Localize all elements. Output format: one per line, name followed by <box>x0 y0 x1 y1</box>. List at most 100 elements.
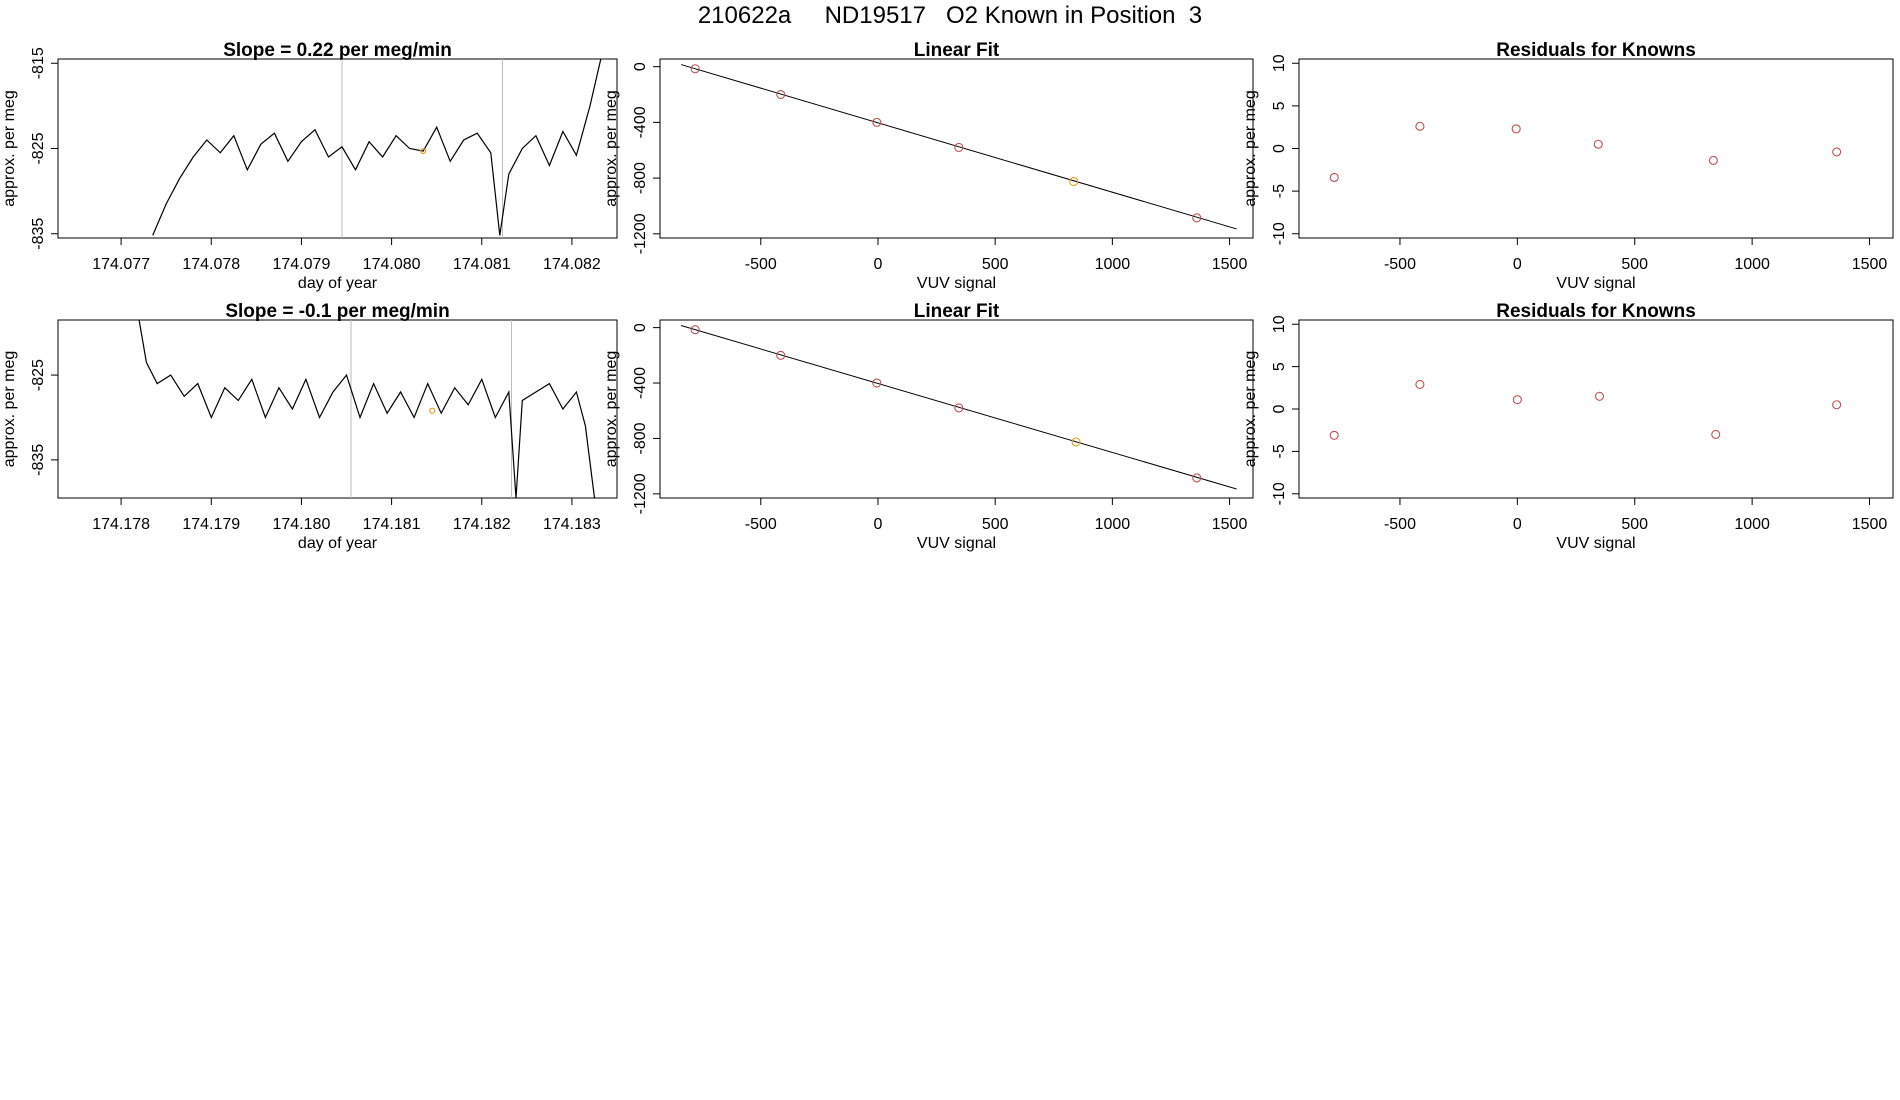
y-tick-label: 5 <box>1271 362 1288 371</box>
x-axis-label: VUV signal <box>1556 535 1635 552</box>
x-tick-label: 174.179 <box>182 516 240 533</box>
plot-title: Residuals for Knowns <box>1496 301 1696 322</box>
y-tick-label: 10 <box>1271 315 1288 333</box>
y-tick-label: -400 <box>632 106 649 138</box>
time-series-2-panel: Slope = -0.1 per meg/min 174.178 174.179 17… <box>1 301 618 552</box>
x-tick-label: 1000 <box>1095 256 1131 273</box>
y-tick-label: 5 <box>1271 101 1288 110</box>
data-layer <box>152 59 602 238</box>
y-tick-label: -800 <box>632 422 649 454</box>
y-tick-label: -800 <box>632 162 649 194</box>
y-tick-label: -5 <box>1271 184 1288 198</box>
data-point <box>1329 430 1339 440</box>
plot-title: Slope = -0.1 per meg/min <box>225 301 449 322</box>
x-tick-label: 0 <box>874 516 883 533</box>
x-tick-label: 174.079 <box>273 256 331 273</box>
y-tick-label: 0 <box>632 62 649 71</box>
x-tick-label: 0 <box>1513 516 1522 533</box>
x-tick-label: 174.178 <box>92 516 150 533</box>
x-tick-label: 1500 <box>1852 256 1888 273</box>
y-tick-label: -825 <box>30 359 47 391</box>
y-tick-label: 0 <box>632 323 649 332</box>
plot-title: Linear Fit <box>914 40 1000 61</box>
data-point <box>1069 177 1079 187</box>
highlight-point <box>429 407 436 414</box>
data-point <box>1415 121 1425 131</box>
y-tick-label: -1200 <box>632 473 649 514</box>
data-layer <box>680 325 1237 490</box>
x-axis-label: day of year <box>298 275 378 292</box>
data-point <box>1593 139 1603 149</box>
data-point <box>1192 473 1202 483</box>
figure-title: 210622a ND19517 O2 Known in Position 3 <box>697 2 1203 29</box>
x-tick-label: 1000 <box>1734 256 1770 273</box>
y-tick-label: 0 <box>1271 144 1288 153</box>
y-tick-label: -400 <box>632 367 649 399</box>
fit-line <box>680 325 1237 490</box>
residuals-2-panel: Residuals for Knowns -500 0 500 1000 1500 10 5 0… <box>1242 301 1894 552</box>
x-tick-label: 1500 <box>1212 516 1248 533</box>
data-layer <box>1329 379 1842 440</box>
x-tick-label: 0 <box>874 256 883 273</box>
data-layer <box>680 64 1237 230</box>
x-axis-label: VUV signal <box>917 535 996 552</box>
x-tick-label: 1500 <box>1212 256 1248 273</box>
x-tick-label: 174.078 <box>182 256 240 273</box>
data-layer <box>1329 121 1842 183</box>
x-tick-label: 1500 <box>1852 516 1888 533</box>
plot-frame <box>57 58 618 239</box>
x-tick-label: 500 <box>1621 256 1648 273</box>
x-tick-label: 1000 <box>1095 516 1131 533</box>
y-tick-label: -5 <box>1271 444 1288 458</box>
x-tick-label: 500 <box>982 516 1009 533</box>
x-tick-label: -500 <box>745 256 777 273</box>
x-tick-label: 1000 <box>1734 516 1770 533</box>
x-axis-label: VUV signal <box>917 275 996 292</box>
plot-frame <box>659 58 1254 239</box>
linear-fit-2-panel: Linear Fit -500 0 500 1000 1500 0 -400 -800 -1200… <box>603 301 1254 552</box>
x-tick-label: 174.182 <box>453 516 511 533</box>
y-tick-label: -835 <box>30 444 47 476</box>
data-point <box>954 142 964 153</box>
x-tick-label: 500 <box>1621 516 1648 533</box>
x-tick-label: -500 <box>1384 256 1416 273</box>
y-tick-label: -10 <box>1271 482 1288 505</box>
highlight-point <box>420 147 427 155</box>
data-point <box>1071 437 1081 447</box>
y-axis-label: approx. per meg <box>1 351 18 468</box>
data-point <box>776 89 786 100</box>
y-tick-label: -815 <box>30 47 47 79</box>
x-tick-label: 174.080 <box>363 256 421 273</box>
data-point <box>1512 395 1522 405</box>
data-point <box>1711 429 1721 439</box>
x-axis-label: day of year <box>298 535 378 552</box>
y-axis-label: approx. per meg <box>603 90 620 207</box>
y-axis-label: approx. per meg <box>603 351 620 468</box>
data-point <box>1708 155 1718 165</box>
y-axis-label: approx. per meg <box>1 90 18 207</box>
x-tick-label: 174.183 <box>543 516 601 533</box>
plot-frame <box>1298 58 1894 239</box>
data-point <box>872 117 882 127</box>
x-tick-label: 174.181 <box>363 516 421 533</box>
plot-frame <box>659 319 1254 499</box>
data-point <box>690 64 700 74</box>
plot-title: Slope = 0.22 per meg/min <box>223 40 452 61</box>
data-point <box>1832 147 1842 157</box>
data-point <box>1832 400 1842 410</box>
series-line <box>138 320 596 498</box>
x-tick-label: 500 <box>982 256 1009 273</box>
y-tick-label: -1200 <box>632 213 649 254</box>
data-point <box>1329 172 1339 183</box>
y-tick-label: -10 <box>1271 222 1288 245</box>
x-tick-label: 174.082 <box>543 256 601 273</box>
x-tick-label: -500 <box>1384 516 1416 533</box>
fit-line <box>680 64 1237 230</box>
data-point <box>1594 391 1605 401</box>
x-tick-label: 0 <box>1513 256 1522 273</box>
data-point <box>776 350 786 360</box>
time-series-1-panel: Slope = 0.22 per meg/min 174.077 174.078 17… <box>1 40 618 292</box>
plot-frame <box>1298 319 1894 499</box>
